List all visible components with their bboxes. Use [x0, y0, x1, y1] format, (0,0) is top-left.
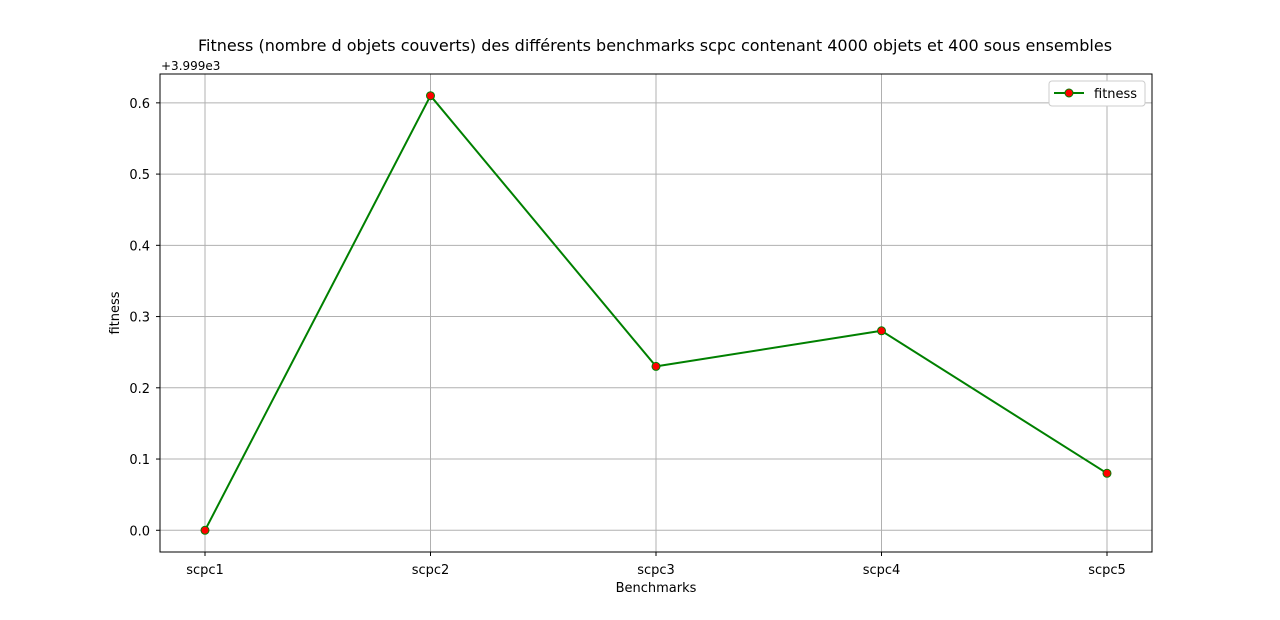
x-tick-label: scpc2	[412, 563, 450, 578]
x-tick-label: scpc1	[186, 563, 224, 578]
chart-title: Fitness (nombre d objets couverts) des d…	[198, 36, 1112, 55]
data-point	[651, 361, 661, 371]
y-tick-label: 0.4	[129, 239, 150, 254]
grid-lines	[160, 74, 1152, 552]
data-point	[877, 326, 886, 336]
y-tick-label: 0.1	[129, 453, 150, 468]
y-tick-label: 0.3	[129, 311, 150, 326]
data-point	[200, 525, 210, 535]
y-tick-label: 0.2	[129, 382, 150, 397]
data-point	[1102, 468, 1112, 478]
legend-frame	[1048, 80, 1146, 107]
x-axis-label: Benchmarks	[616, 581, 697, 596]
y-tick-label: 0.0	[129, 524, 150, 539]
data-point	[426, 91, 435, 101]
axis-ticks: scpc1 scpc2 scpc3 scpc4 scpc5 0.0 0.1 0.2 0.3 0.4…	[129, 97, 1125, 578]
legend-label-fitness: fitness	[1094, 87, 1137, 102]
x-tick-label: scpc5	[1088, 563, 1126, 578]
legend: fitness	[1048, 80, 1146, 107]
series-fitness	[200, 91, 1112, 535]
x-tick-label: scpc4	[863, 563, 901, 578]
y-tick-label: 0.5	[129, 168, 150, 183]
y-axis-offset-text: +3.999e3	[161, 59, 220, 73]
y-axis-label: fitness	[108, 291, 123, 334]
x-tick-label: scpc3	[637, 563, 675, 578]
y-tick-label: 0.6	[129, 97, 150, 112]
legend-marker-swatch	[1064, 88, 1074, 98]
